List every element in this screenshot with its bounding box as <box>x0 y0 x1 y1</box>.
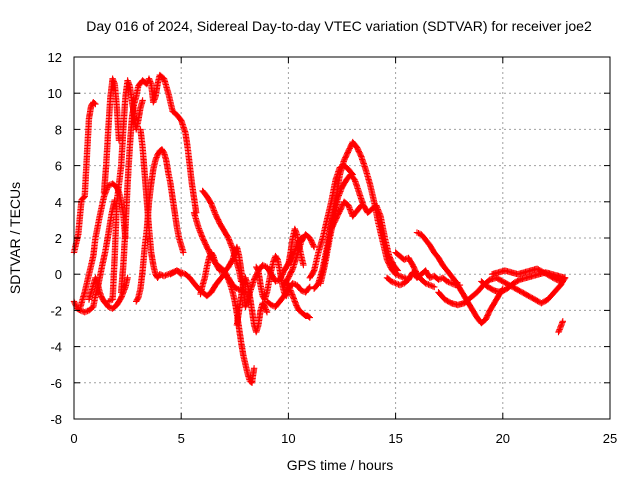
y-tick-label: -4 <box>50 340 62 355</box>
data-series-arc-28 <box>435 274 569 309</box>
y-tick-label: 4 <box>55 195 62 210</box>
plus-markers <box>85 274 131 312</box>
data-series-arc-12 <box>199 187 245 285</box>
y-tick-label: 12 <box>48 50 62 65</box>
plus-markers <box>105 77 146 305</box>
plus-markers <box>328 198 365 233</box>
x-tick-label: 0 <box>70 431 77 446</box>
data-series-arc-5 <box>100 75 123 196</box>
data-series-arc-20 <box>283 280 313 321</box>
plus-markers <box>283 280 313 321</box>
plus-markers <box>137 126 185 281</box>
x-tick-label: 5 <box>178 431 185 446</box>
x-tick-label: 10 <box>281 431 295 446</box>
plus-markers <box>118 71 200 296</box>
y-tick-label: -8 <box>50 412 62 427</box>
y-tick-label: 0 <box>55 267 62 282</box>
axis-ticks: 0 5 10 15 20 25 -8 -6 -4 -2 0 2 4 6 8 10 12 <box>48 50 618 446</box>
chart-title: Day 016 of 2024, Sidereal Day-to-day VTE… <box>86 18 592 34</box>
x-tick-label: 25 <box>603 431 617 446</box>
y-tick-label: 6 <box>55 159 62 174</box>
plus-markers <box>253 252 292 303</box>
y-axis-label: SDTVAR / TECUs <box>7 182 23 294</box>
x-tick-label: 15 <box>388 431 402 446</box>
y-tick-label: 10 <box>48 86 62 101</box>
y-tick-label: 2 <box>55 231 62 246</box>
data-series-arc-16 <box>253 252 292 303</box>
data-series-arc-24 <box>328 198 365 233</box>
data-series-arc-4 <box>105 77 146 305</box>
data-series-arc-31 <box>555 318 566 336</box>
y-tick-label: -2 <box>50 303 62 318</box>
y-tick-label: -6 <box>50 376 62 391</box>
data-series-arc-6 <box>85 274 131 312</box>
data-series-layer <box>70 71 569 386</box>
data-series-arc-30 <box>488 265 566 285</box>
data-series-arc-26 <box>392 249 438 291</box>
x-tick-label: 20 <box>496 431 510 446</box>
plus-markers <box>100 75 123 196</box>
plus-markers <box>555 318 566 336</box>
plus-markers <box>392 249 438 291</box>
data-series-arc-19 <box>285 225 307 269</box>
data-series-arc-7 <box>118 71 200 296</box>
grid-lines <box>74 57 610 419</box>
plus-markers <box>285 225 307 269</box>
y-tick-label: 8 <box>55 122 62 137</box>
x-axis-label: GPS time / hours <box>287 457 394 473</box>
plus-markers <box>488 265 566 285</box>
